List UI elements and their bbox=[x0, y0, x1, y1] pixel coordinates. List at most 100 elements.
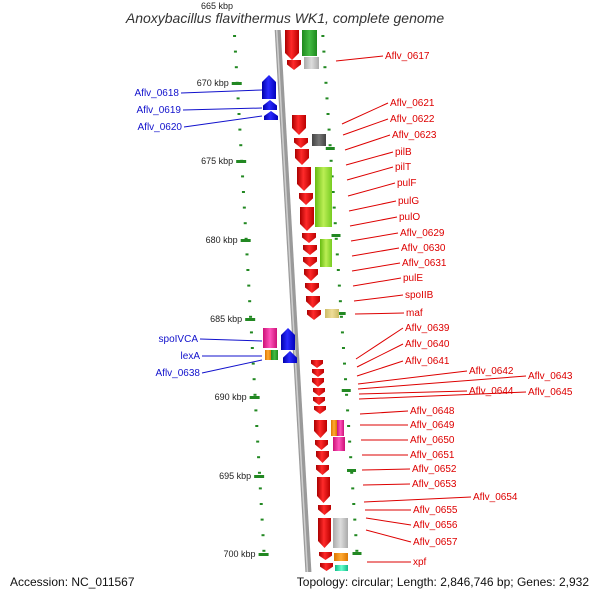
forward-gene-arrow bbox=[318, 505, 331, 515]
gene-label-left: Aflv_0620 bbox=[138, 122, 183, 133]
major-tick bbox=[245, 318, 256, 321]
leader-line bbox=[345, 151, 394, 166]
right-tick bbox=[324, 81, 328, 84]
forward-gene-arrow bbox=[316, 465, 329, 475]
leader-line bbox=[358, 391, 527, 400]
right-tick bbox=[329, 159, 333, 162]
right-tick bbox=[326, 113, 330, 115]
forward-gene-arrow bbox=[303, 245, 317, 255]
tick-marks: 670 kbp 675 kbp 680 kbp 685 kbp 690 kbp 695 k… bbox=[197, 35, 362, 559]
leader-line bbox=[351, 247, 400, 257]
leader-line bbox=[335, 55, 384, 62]
gene-label-right: xpf bbox=[413, 557, 427, 568]
footer-backdrop bbox=[0, 572, 600, 600]
gene-label-left: Aflv_0618 bbox=[135, 88, 180, 99]
gene-label-right: Aflv_0643 bbox=[528, 371, 573, 382]
left-tick bbox=[242, 206, 246, 209]
left-tick bbox=[237, 113, 241, 115]
reverse-gene-arrow bbox=[262, 75, 276, 99]
forward-gene-arrow bbox=[318, 518, 331, 548]
gene-label-right: Aflv_0652 bbox=[412, 464, 457, 475]
leader-line bbox=[357, 370, 468, 385]
forward-gene-arrow bbox=[312, 369, 324, 377]
right-tick bbox=[342, 362, 346, 365]
left-tick bbox=[255, 425, 259, 427]
right-tick bbox=[345, 393, 349, 396]
gene-label-right: Aflv_0657 bbox=[413, 537, 458, 548]
gene-label-right: Aflv_0629 bbox=[400, 228, 445, 239]
gene-label-right: pilB bbox=[395, 147, 412, 158]
leader-line bbox=[182, 107, 263, 111]
feature-box bbox=[271, 350, 278, 360]
right-tick bbox=[336, 269, 340, 271]
gene-label-right: Aflv_0623 bbox=[392, 130, 437, 141]
gene-label-right: spoIIB bbox=[405, 290, 434, 301]
leader-line bbox=[354, 312, 405, 315]
feature-box bbox=[331, 420, 337, 436]
gene-label-right: Aflv_0651 bbox=[410, 450, 455, 461]
forward-gene-arrow bbox=[311, 360, 323, 368]
feature-box bbox=[333, 437, 345, 451]
major-tick bbox=[258, 553, 269, 556]
forward-gene-arrow bbox=[304, 269, 318, 281]
right-tick bbox=[322, 50, 326, 53]
title-backdrop bbox=[130, 0, 470, 30]
left-tick bbox=[256, 440, 260, 443]
scale-label: 700 kbp bbox=[224, 549, 256, 559]
forward-gene-arrow bbox=[302, 233, 316, 243]
forward-gene-arrow bbox=[299, 193, 313, 205]
right-tick bbox=[350, 471, 354, 474]
gene-label-left: spoIVCA bbox=[159, 334, 199, 345]
leader-line bbox=[362, 483, 411, 486]
gene-label-right: Aflv_0642 bbox=[469, 366, 514, 377]
left-tick bbox=[241, 191, 245, 193]
scale-label: 680 kbp bbox=[206, 235, 238, 245]
right-major-tick bbox=[347, 469, 357, 472]
forward-gene-arrow bbox=[317, 477, 330, 503]
feature-box bbox=[337, 420, 344, 436]
feature-box bbox=[312, 134, 326, 146]
forward-gene-arrow bbox=[292, 115, 306, 135]
left-tick bbox=[252, 378, 256, 381]
forward-gene-arrow bbox=[294, 138, 308, 148]
right-tick bbox=[349, 456, 353, 459]
major-tick bbox=[240, 239, 251, 242]
leader-line bbox=[361, 468, 411, 471]
label-leaders bbox=[180, 55, 527, 563]
leader-line bbox=[346, 166, 394, 181]
map-title: Anoxybacillus flavithermus WK1, complete… bbox=[125, 10, 444, 26]
feature-box bbox=[333, 518, 348, 548]
gene-label-right: pulG bbox=[398, 196, 419, 207]
gene-label-left: lexA bbox=[181, 351, 201, 362]
forward-gene-arrow bbox=[313, 397, 325, 405]
left-tick bbox=[245, 253, 249, 256]
major-tick bbox=[236, 160, 247, 163]
right-tick bbox=[355, 549, 359, 552]
feature-box bbox=[304, 57, 319, 69]
right-tick bbox=[323, 66, 327, 69]
forward-gene-arrow bbox=[319, 552, 332, 560]
leader-line bbox=[363, 496, 472, 503]
leader-line bbox=[350, 232, 399, 242]
leader-line bbox=[356, 360, 404, 377]
gene-label-left: Aflv_0638 bbox=[156, 368, 201, 379]
leader-line bbox=[352, 277, 402, 287]
feature-box bbox=[263, 328, 277, 348]
right-tick bbox=[331, 191, 335, 193]
leader-line bbox=[353, 294, 404, 302]
leader-line bbox=[349, 216, 398, 227]
left-tick bbox=[258, 487, 262, 490]
backbone-line bbox=[273, 0, 313, 600]
topology-text: Topology: circular; Length: 2,846,746 bp… bbox=[297, 575, 590, 589]
gene-label-right: maf bbox=[406, 308, 423, 319]
left-tick bbox=[248, 300, 252, 303]
right-major-tick bbox=[325, 147, 335, 150]
right-tick bbox=[332, 206, 336, 209]
genome-backbone bbox=[273, 0, 313, 600]
forward-gene-arrow bbox=[300, 207, 314, 231]
left-tick bbox=[261, 534, 265, 537]
backbone-highlight bbox=[274, 0, 310, 600]
left-tick bbox=[246, 269, 250, 271]
gene-label-right: Aflv_0631 bbox=[402, 258, 447, 269]
